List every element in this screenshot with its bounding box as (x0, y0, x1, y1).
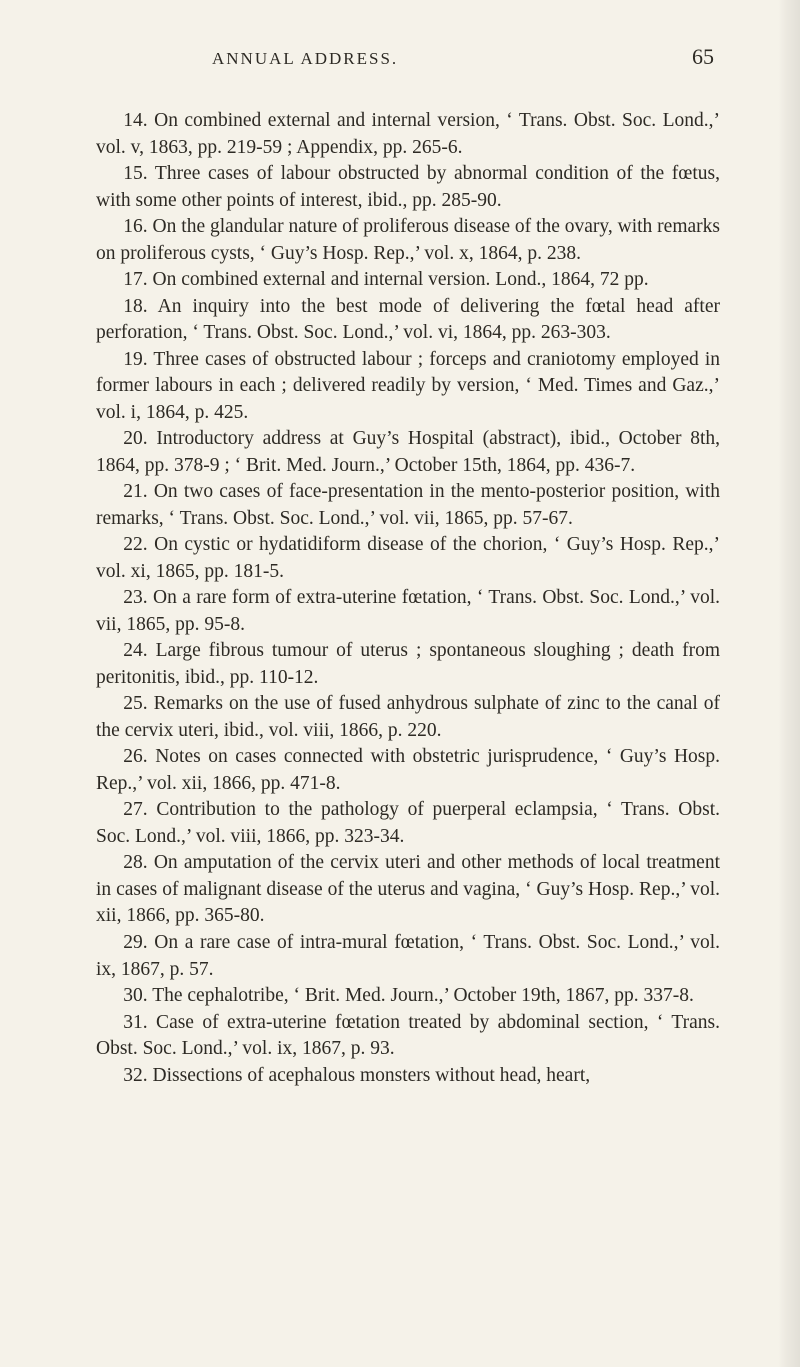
entry: 18. An inquiry into the best mode of del… (96, 294, 720, 347)
body-text: 14. On combined external and internal ve… (96, 108, 720, 1089)
entry: 24. Large fibrous tumour of uterus ; spo… (96, 638, 720, 691)
entry: 27. Contribution to the pathology of pue… (96, 797, 720, 850)
entry: 19. Three cases of obstructed labour ; f… (96, 347, 720, 427)
entry: 31. Case of extra-uterine fœtation treat… (96, 1010, 720, 1063)
entry: 15. Three cases of labour obstructed by … (96, 161, 720, 214)
page: ANNUAL ADDRESS. 65 14. On combined exter… (0, 0, 800, 1367)
entry: 30. The cephalotribe, ‘ Brit. Med. Journ… (96, 983, 720, 1010)
entry: 16. On the glandular nature of prolifero… (96, 214, 720, 267)
entry: 22. On cystic or hydatidiform disease of… (96, 532, 720, 585)
entry: 29. On a rare case of intra-mural fœtati… (96, 930, 720, 983)
entry: 32. Dissections of acephalous monsters w… (96, 1063, 720, 1090)
entry: 28. On amputation of the cervix uteri an… (96, 850, 720, 930)
entry: 21. On two cases of face-presentation in… (96, 479, 720, 532)
page-number: 65 (692, 44, 714, 70)
running-head: ANNUAL ADDRESS. 65 (96, 44, 720, 70)
running-title: ANNUAL ADDRESS. (212, 49, 398, 69)
entry: 17. On combined external and internal ve… (96, 267, 720, 294)
entry: 25. Remarks on the use of fused anhydrou… (96, 691, 720, 744)
entry: 20. Introductory address at Guy’s Hospit… (96, 426, 720, 479)
entry: 14. On combined external and internal ve… (96, 108, 720, 161)
entry: 23. On a rare form of extra-uterine fœta… (96, 585, 720, 638)
entry: 26. Notes on cases connected with obstet… (96, 744, 720, 797)
